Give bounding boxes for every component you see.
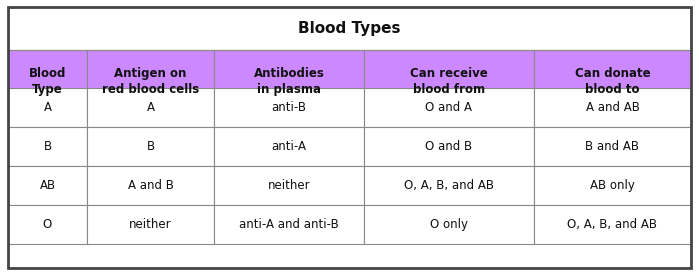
Text: Blood Types: Blood Types: [298, 21, 401, 36]
Bar: [215, 88, 363, 127]
Bar: [87, 205, 215, 244]
Text: Can receive
blood from: Can receive blood from: [410, 67, 488, 96]
Text: AB: AB: [39, 179, 55, 192]
Bar: [363, 205, 534, 244]
Bar: [8, 127, 87, 166]
Text: A: A: [147, 101, 154, 114]
Text: Antigen on
red blood cells: Antigen on red blood cells: [102, 67, 199, 96]
Bar: [363, 88, 534, 127]
Bar: [215, 205, 363, 244]
Text: B and AB: B and AB: [586, 140, 640, 153]
Text: Blood
Type: Blood Type: [29, 67, 66, 96]
Text: A and AB: A and AB: [586, 101, 640, 114]
Bar: [8, 166, 87, 205]
Bar: [215, 50, 363, 113]
Text: neither: neither: [268, 179, 310, 192]
Text: O: O: [43, 218, 52, 231]
Bar: [363, 50, 534, 113]
Bar: [215, 166, 363, 205]
Text: A: A: [43, 101, 52, 114]
Text: O and A: O and A: [426, 101, 473, 114]
Bar: [534, 88, 691, 127]
Bar: [87, 166, 215, 205]
Text: anti-A and anti-B: anti-A and anti-B: [239, 218, 339, 231]
Text: Antibodies
in plasma: Antibodies in plasma: [254, 67, 324, 96]
Text: anti-A: anti-A: [272, 140, 307, 153]
Bar: [87, 50, 215, 113]
Bar: [363, 127, 534, 166]
Bar: [534, 50, 691, 113]
Text: O only: O only: [430, 218, 468, 231]
Text: B: B: [147, 140, 154, 153]
Bar: [363, 166, 534, 205]
Bar: [534, 166, 691, 205]
Bar: [87, 127, 215, 166]
Text: B: B: [43, 140, 52, 153]
Bar: [8, 50, 87, 113]
Bar: [534, 205, 691, 244]
Text: neither: neither: [129, 218, 172, 231]
Text: O, A, B, and AB: O, A, B, and AB: [404, 179, 494, 192]
Text: anti-B: anti-B: [272, 101, 307, 114]
Bar: [8, 88, 87, 127]
Text: A and B: A and B: [128, 179, 173, 192]
Text: O, A, B, and AB: O, A, B, and AB: [568, 218, 658, 231]
Text: O and B: O and B: [426, 140, 473, 153]
Text: AB only: AB only: [590, 179, 635, 192]
Bar: [8, 205, 87, 244]
Bar: [215, 127, 363, 166]
Text: Can donate
blood to: Can donate blood to: [575, 67, 650, 96]
Bar: [534, 127, 691, 166]
Bar: [8, 7, 691, 50]
Bar: [87, 88, 215, 127]
